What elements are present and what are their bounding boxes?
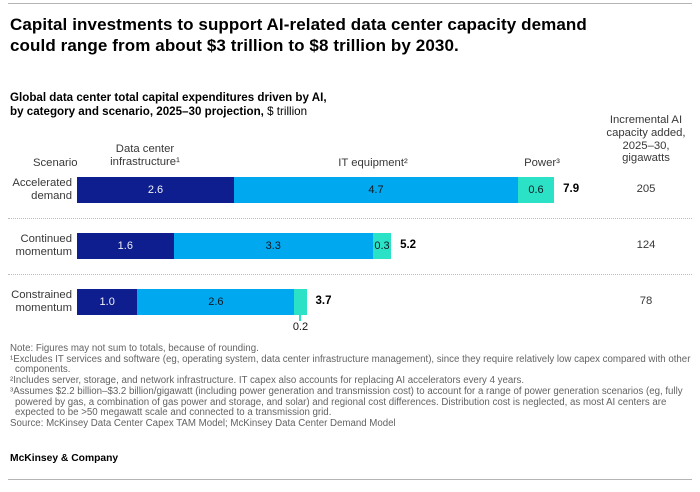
column-header-gigawatts: Incremental AI capacity added, 2025–30, … [606,114,686,165]
footnote-3: ³Assumes $2.2 billion–$3.2 billion/gigaw… [10,385,683,419]
row-separator [8,218,692,219]
bar-segment-power: 0.6 [517,177,555,203]
mckinsey-logo-text: McKinsey & Company [10,453,119,464]
bar-value-label: 2.6 [147,184,164,196]
bar-total-label: 7.9 [563,183,580,195]
bar-segment-infrastructure: 1.6 [77,233,174,259]
footnote-source: Source: McKinsey Data Center Capex TAM M… [10,417,396,429]
bar-segment-infrastructure: 1.0 [77,289,138,315]
bar-value-label: 3.3 [265,240,281,252]
chart-subtitle-unit: $ trillion [263,104,308,118]
bar-segment-it-equipment: 4.7 [234,177,518,203]
column-header-power: Power³ [524,157,560,169]
scenario-label: Accelerated demand [12,177,72,202]
bar-value-label: 0.6 [528,184,544,196]
footnote-1: ¹Excludes IT services and software (eg, … [10,353,691,376]
row-separator [8,274,692,275]
column-header-it-equipment: IT equipment² [338,157,408,169]
gigawatts-value: 205 [636,183,656,195]
bar-segment-power: 0.3 [372,233,392,259]
bar-segment-it-equipment: 2.6 [137,289,295,315]
bar-value-label: 4.7 [368,184,384,196]
exhibit-title: Capital investments to support AI-relate… [10,15,587,55]
gigawatts-value: 124 [636,239,656,251]
column-header-infrastructure: Data center infrastructure¹ [110,143,180,168]
callout-line [299,315,302,321]
bar-segment-power [294,289,307,315]
scenario-label: Constrained momentum [11,289,72,314]
top-rule [8,3,692,4]
chart-subtitle: Global data center total capital expendi… [10,91,570,118]
scenario-label: Continued momentum [15,233,72,258]
bar-value-label: 2.6 [208,296,224,308]
bar-segment-infrastructure: 2.6 [77,177,235,203]
footnote-2: ²Includes server, storage, and network i… [10,375,525,387]
bottom-rule [8,479,692,480]
bar-total-label: 3.7 [315,295,332,307]
column-header-scenario: Scenario [33,157,78,169]
bar-segment-it-equipment: 3.3 [173,233,373,259]
bar-value-label: 1.0 [99,296,115,308]
bar-value-label: 0.3 [374,240,390,252]
bar-total-label: 5.2 [400,239,417,251]
footnotes: Note: Figures may not sum to totals, bec… [10,343,694,430]
bar-value-label: 0.2 [292,321,309,333]
gigawatts-value: 78 [639,295,653,307]
bar-value-label: 1.6 [117,240,133,252]
footnote-note: Note: Figures may not sum to totals, bec… [10,343,259,354]
chart-subtitle-bold: Global data center total capital expendi… [10,91,327,118]
